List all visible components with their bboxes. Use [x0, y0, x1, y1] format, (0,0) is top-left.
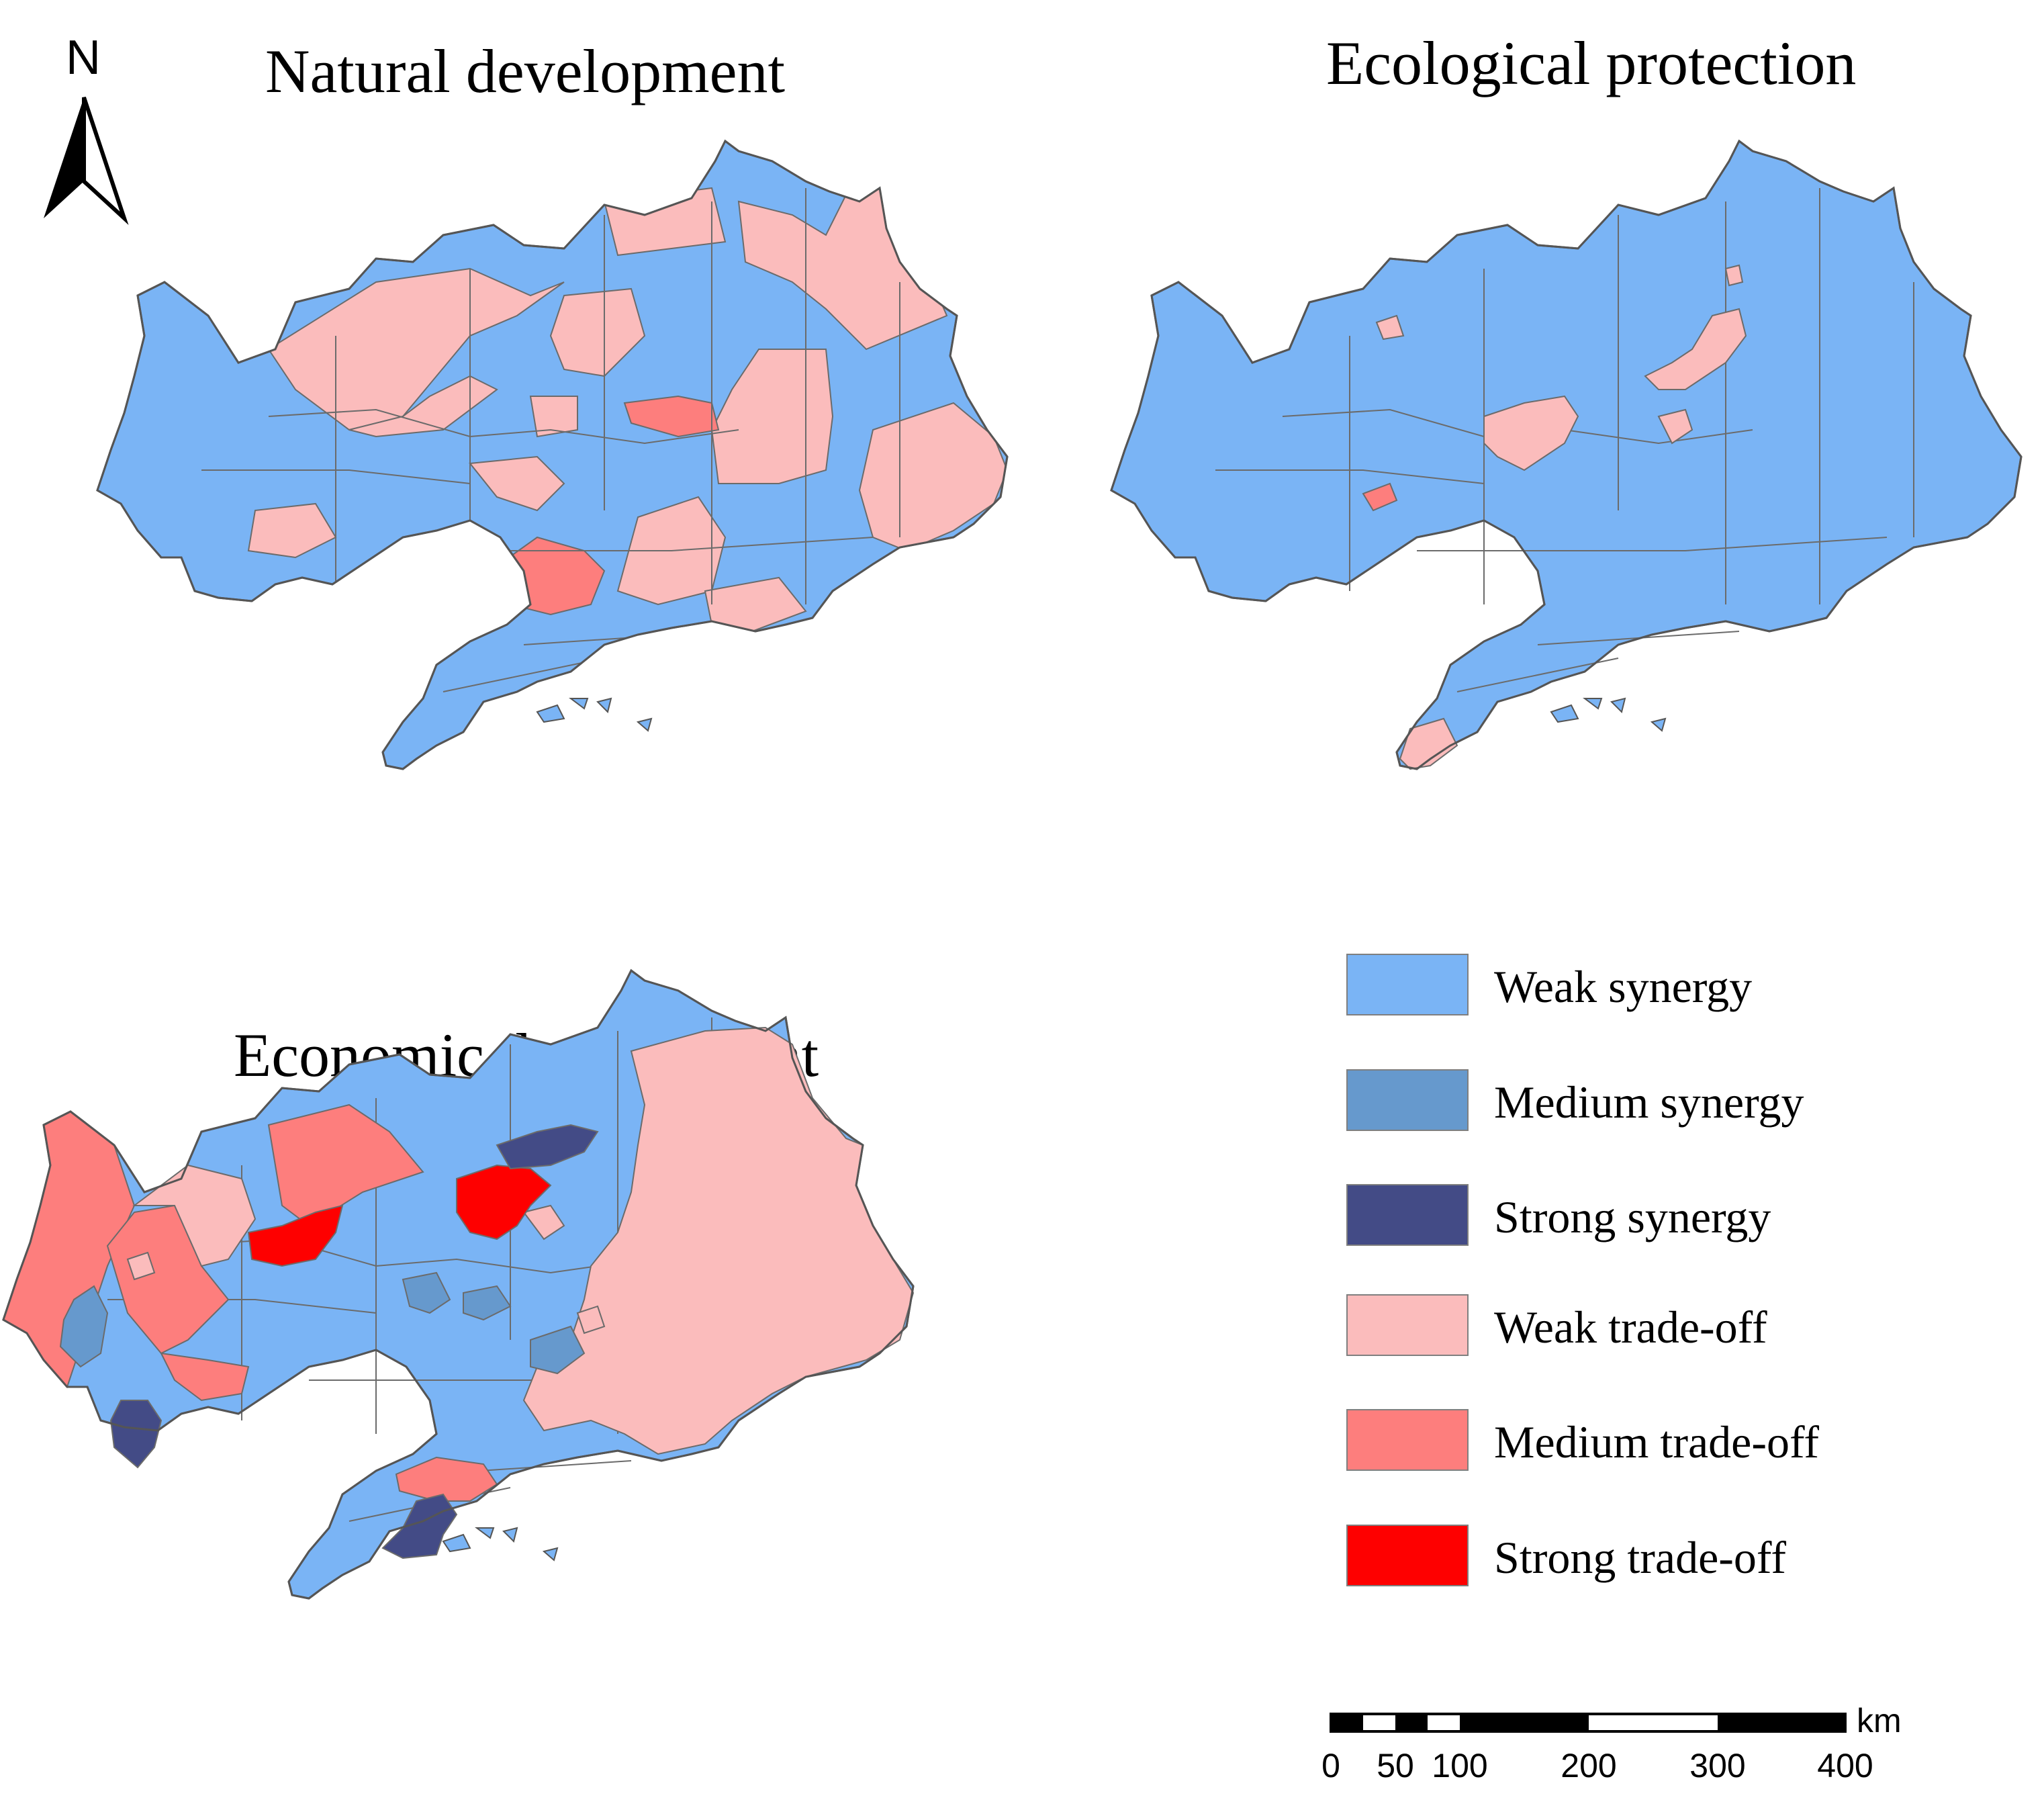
region-economic-strong-synergy: [109, 1400, 162, 1469]
map-natural-development: [96, 140, 1009, 770]
region-economic-weak-tradeoff: [126, 1251, 156, 1281]
legend-label: Weak synergy: [1494, 961, 1753, 1012]
legend-label: Weak trade-off: [1494, 1302, 1767, 1353]
legend-swatch: [1346, 1409, 1469, 1471]
region-natural-medium-tradeoff: [623, 395, 720, 438]
map-ecological-protection: [1110, 140, 2023, 770]
region-economic-medium-tradeoff: [267, 1103, 424, 1227]
map-economic-development: [2, 969, 915, 1600]
legend-swatch: [1346, 954, 1469, 1015]
region-economic-strong-tradeoff: [247, 1204, 344, 1267]
legend-swatch: [1346, 1184, 1469, 1246]
region-economic-medium-synergy: [59, 1285, 109, 1368]
region-natural-weak-tradeoff: [710, 349, 834, 484]
region-ecological-weak-tradeoff: [1375, 314, 1405, 341]
legend-swatch: [1346, 1294, 1469, 1356]
region-natural-weak-tradeoff: [247, 502, 337, 559]
region-economic-strong-synergy: [496, 1124, 599, 1170]
region-natural-weak-tradeoff: [529, 396, 578, 438]
region-economic-medium-tradeoff: [160, 1352, 250, 1402]
region-ecological-weak-tradeoff: [1399, 717, 1458, 770]
region-ecological-medium-tradeoff: [1362, 482, 1398, 512]
scale-unit: km: [1857, 1702, 1902, 1739]
region-economic-medium-tradeoff: [106, 1204, 230, 1355]
region-economic-medium-synergy: [463, 1285, 512, 1321]
legend-label: Strong synergy: [1494, 1191, 1771, 1242]
map-title-ecological-protection: Ecological protection: [1326, 29, 1857, 97]
region-ecological-weak-tradeoff: [1657, 408, 1693, 445]
region-natural-weak-tradeoff: [469, 455, 565, 512]
north-label: N: [66, 31, 101, 85]
region-economic-medium-synergy: [402, 1271, 451, 1314]
region-economic-medium-synergy: [530, 1325, 586, 1375]
scale-bar: [1330, 1713, 1847, 1733]
legend-label: Medium synergy: [1494, 1077, 1804, 1128]
scale-tick: 0: [1321, 1747, 1340, 1784]
region-ecological-weak-tradeoff: [1483, 395, 1579, 471]
region-ecological-weak-tradeoff: [1724, 264, 1744, 287]
scale-tick: 50: [1377, 1747, 1414, 1784]
map-title-natural-development: Natural development: [265, 37, 786, 105]
region-natural-weak-tradeoff: [858, 402, 1007, 552]
north-arrow-icon: [44, 97, 129, 226]
scale-tick: 200: [1561, 1747, 1617, 1784]
region-natural-weak-tradeoff: [349, 375, 498, 438]
legend-swatch: [1346, 1525, 1469, 1586]
region-natural-weak-tradeoff: [704, 576, 807, 633]
legend-swatch: [1346, 1069, 1469, 1131]
region-economic-weak-tradeoff: [522, 1204, 565, 1240]
islands-economic: [442, 1527, 559, 1562]
region-economic-strong-synergy: [381, 1493, 458, 1559]
region-economic-weak-tradeoff: [132, 1164, 257, 1267]
legend-label: Strong trade-off: [1494, 1532, 1786, 1583]
region-economic-weak-tradeoff: [576, 1305, 606, 1334]
scale-tick: 400: [1817, 1747, 1873, 1784]
region-ecological-weak-tradeoff: [1644, 308, 1747, 390]
islands-ecological: [1550, 697, 1667, 732]
scale-tick: 100: [1432, 1747, 1488, 1784]
islands-natural: [536, 697, 653, 732]
region-natural-weak-tradeoff: [267, 267, 565, 431]
region-economic-weak-tradeoff: [522, 1026, 915, 1455]
region-economic-medium-tradeoff: [395, 1456, 498, 1502]
legend-label: Medium trade-off: [1494, 1416, 1820, 1467]
scale-tick: 300: [1689, 1747, 1746, 1784]
